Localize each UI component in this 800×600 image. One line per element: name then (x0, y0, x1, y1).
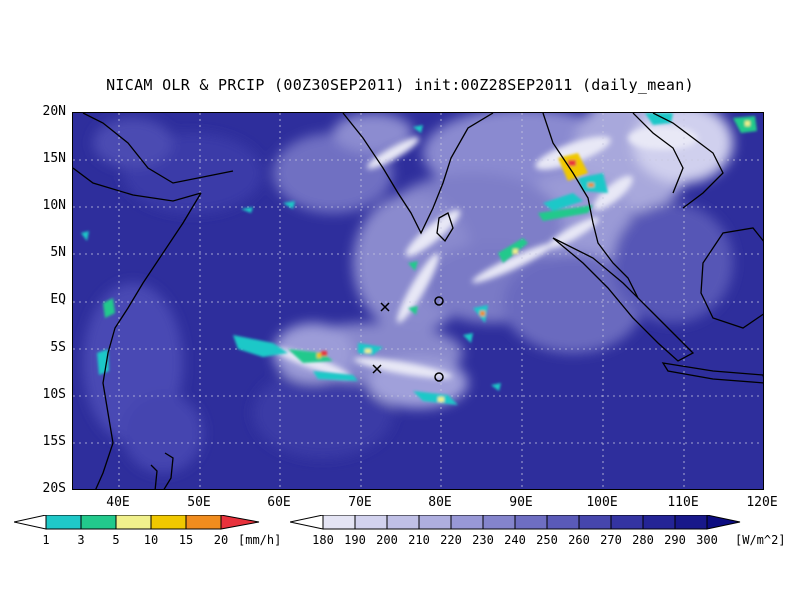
olr-swatch-240 (514, 515, 548, 530)
cross-marker-1 (380, 302, 390, 312)
precip-tick-5: 5 (112, 533, 120, 547)
olr-tick-300: 300 (696, 533, 718, 547)
grid-lines (73, 113, 763, 489)
olr-swatch-250 (546, 515, 580, 530)
precip-swatch-high-arrow (220, 515, 260, 530)
x-label-60e: 60E (267, 495, 291, 510)
olr-tick-230: 230 (472, 533, 494, 547)
y-label-20n: 20N (42, 104, 66, 119)
markers (372, 296, 444, 382)
olr-swatch-280 (642, 515, 676, 530)
precip-swatch-low-arrow (14, 515, 47, 530)
precip-swatch-10 (150, 515, 187, 530)
x-label-50e: 50E (187, 495, 211, 510)
cloud-streaks (275, 126, 698, 379)
olr-tick-260: 260 (568, 533, 590, 547)
olr-tick-290: 290 (664, 533, 686, 547)
precip-swatch-5 (115, 515, 152, 530)
olr-tick-200: 200 (376, 533, 398, 547)
olr-swatch-200 (386, 515, 420, 530)
y-label-5n: 5N (50, 245, 66, 260)
olr-tick-240: 240 (504, 533, 526, 547)
olr-swatch-190 (354, 515, 388, 530)
precip-swatch-1 (45, 515, 82, 530)
cross-marker-2 (372, 364, 382, 374)
olr-tick-180: 180 (312, 533, 334, 547)
coastlines (73, 113, 763, 489)
x-label-40e: 40E (106, 495, 130, 510)
olr-swatch-220 (450, 515, 484, 530)
precip-swatch-3 (80, 515, 117, 530)
y-label-15s: 15S (42, 434, 66, 449)
circle-marker-2 (434, 372, 444, 382)
precip-patches (81, 113, 757, 405)
x-label-70e: 70E (348, 495, 372, 510)
circle-marker-1 (434, 296, 444, 306)
olr-swatch-180 (322, 515, 356, 530)
precip-tick-20: 20 (213, 533, 229, 547)
olr-swatch-high-arrow (706, 515, 741, 530)
precip-tick-15: 15 (178, 533, 194, 547)
olr-tick-270: 270 (600, 533, 622, 547)
x-label-80e: 80E (428, 495, 452, 510)
precip-swatch-15 (185, 515, 222, 530)
precip-tick-10: 10 (143, 533, 159, 547)
precip-tick-3: 3 (77, 533, 85, 547)
map-title: NICAM OLR & PRCIP (00Z30SEP2011) init:00… (106, 76, 694, 94)
y-label-10s: 10S (42, 387, 66, 402)
olr-swatch-260 (578, 515, 612, 530)
y-label-5s: 5S (50, 340, 66, 355)
precip-tick-1: 1 (42, 533, 50, 547)
precip-unit: [mm/h] (238, 533, 282, 547)
x-label-120e: 120E (746, 495, 778, 510)
y-label-15n: 15N (42, 151, 66, 166)
olr-tick-250: 250 (536, 533, 558, 547)
y-label-20s: 20S (42, 481, 66, 496)
olr-swatch-270 (610, 515, 644, 530)
olr-swatch-290 (674, 515, 708, 530)
olr-swatch-low-arrow (290, 515, 324, 530)
olr-tick-280: 280 (632, 533, 654, 547)
olr-precip-map (73, 113, 763, 489)
y-label-10n: 10N (42, 198, 66, 213)
olr-tick-220: 220 (440, 533, 462, 547)
olr-tick-210: 210 (408, 533, 430, 547)
x-label-100e: 100E (586, 495, 618, 510)
y-label-eq: EQ (50, 292, 66, 307)
x-label-110e: 110E (667, 495, 699, 510)
precip-colorbar (14, 515, 264, 530)
olr-swatch-230 (482, 515, 516, 530)
olr-tick-190: 190 (344, 533, 366, 547)
precip-colorbar-swatches (14, 515, 260, 530)
olr-colorbar-swatches (290, 515, 741, 530)
olr-colorbar (290, 515, 742, 530)
olr-unit: [W/m^2] (735, 533, 786, 547)
map-plot-area (72, 112, 764, 490)
x-label-90e: 90E (509, 495, 533, 510)
olr-swatch-210 (418, 515, 452, 530)
